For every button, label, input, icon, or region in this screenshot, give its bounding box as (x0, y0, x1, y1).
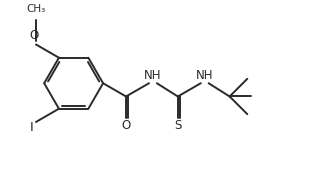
Text: NH: NH (196, 69, 213, 82)
Text: NH: NH (144, 69, 162, 82)
Text: O: O (29, 29, 39, 42)
Text: I: I (30, 121, 34, 134)
Text: O: O (121, 119, 131, 132)
Text: CH₃: CH₃ (26, 4, 46, 14)
Text: S: S (174, 119, 182, 132)
